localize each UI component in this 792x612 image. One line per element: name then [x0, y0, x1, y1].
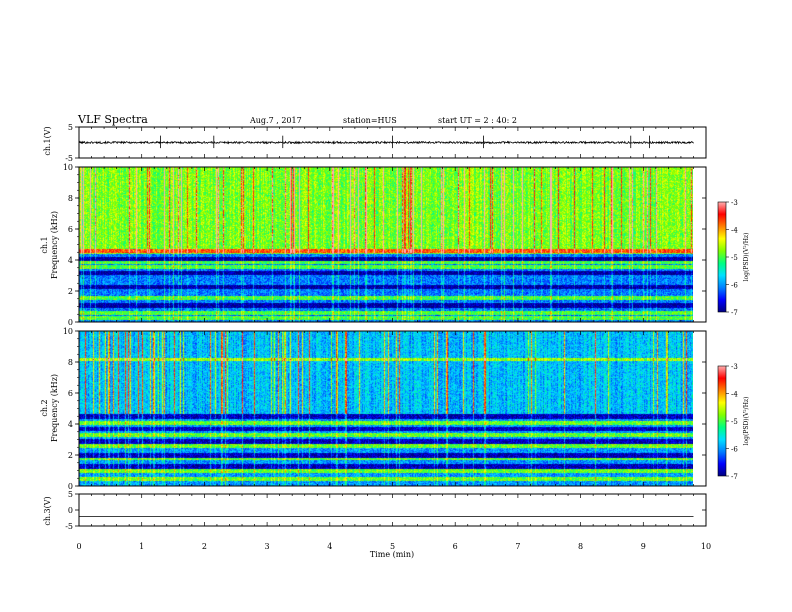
x-tick-labels: 0 1 2 3 4 5 6 7 8 9 10 [76, 542, 711, 551]
ch2-spectrogram-ytick-label: 8 [68, 358, 73, 367]
ch1-spectrogram-image [79, 167, 693, 322]
colorbar-tick-label: -6 [731, 446, 738, 454]
ch1-spectrogram-ytick-label: 8 [68, 194, 73, 203]
ch1-spectrogram-ytick-label: 2 [68, 287, 73, 296]
colorbar-label: log(PSD)(V²/Hz) [743, 397, 750, 446]
ch1-spectrogram-ytick-label: 10 [63, 163, 73, 172]
x-tick-label: 0 [76, 542, 81, 551]
x-tick-label: 5 [390, 542, 395, 551]
x-tick-label: 6 [453, 542, 458, 551]
x-tick-label: 4 [327, 542, 332, 551]
ch1-spectrogram-panel: 0 2 4 6 8 10 [63, 163, 707, 327]
colorbar-tick-label: -5 [731, 418, 738, 426]
ch2-spectrogram-image [79, 331, 693, 486]
colorbar-scale [717, 365, 727, 477]
colorbar-tick-label: -7 [731, 473, 738, 481]
colorbar-tick-label: -4 [731, 227, 738, 235]
ch2-spectrogram-panel: 0 2 4 6 8 10 [63, 327, 707, 491]
ch1-waveform-ytick-label: 5 [68, 123, 73, 132]
colorbar-tick-label: -6 [731, 282, 738, 290]
colorbar-tick-label: -3 [731, 199, 738, 207]
figure-title: VLF Spectra [77, 113, 148, 126]
ch2-spectrogram-ytick-label: 2 [68, 451, 73, 460]
colorbar-tick-label: -3 [731, 363, 738, 371]
x-tick-label: 2 [202, 542, 207, 551]
ch1-waveform-ylabel: ch.1(V) [43, 126, 52, 155]
ch1-spectrogram-ylabel-channel: ch.1 [40, 236, 49, 253]
ch3-waveform-ylabel: ch.3(V) [43, 496, 52, 525]
ch3-waveform-ytick-label: -5 [65, 522, 73, 531]
colorbar-tick-label: -4 [731, 391, 738, 399]
ch2-spectrogram-ytick-label: 10 [63, 327, 73, 336]
ch2-spectrogram-ytick-label: 0 [68, 482, 73, 491]
x-tick-label: 9 [641, 542, 646, 551]
date-label: Aug.7 , 2017 [249, 116, 302, 125]
ch1-waveform-trace [78, 140, 694, 145]
x-tick-label: 7 [515, 542, 520, 551]
ch3-waveform-panel: 5 0 -5 [65, 490, 707, 531]
ch2-colorbar: -3 -4 -5 -6 -7 log(PSD)(V²/Hz) [717, 363, 750, 481]
colorbar-tick-label: -7 [731, 309, 738, 317]
ch1-waveform-panel: 5 -5 [65, 123, 707, 163]
colorbar-scale [717, 201, 727, 313]
colorbar-tick-label: -5 [731, 254, 738, 262]
x-axis-label: Time (min) [370, 550, 414, 559]
ch3-waveform-frame [78, 493, 707, 527]
start-time-label: start UT = 2 : 40: 2 [438, 116, 517, 125]
colorbar-label: log(PSD)(V²/Hz) [743, 233, 750, 282]
ch1-spectrogram-ylabel: Frequency (kHz) [50, 211, 59, 279]
ch2-spectrogram-ytick-label: 6 [68, 389, 73, 398]
ch3-waveform-ytick-label: 0 [68, 506, 73, 515]
x-tick-label: 1 [139, 542, 144, 551]
ch3-waveform-ytick-label: 5 [68, 490, 73, 499]
ch2-spectrogram-ylabel-channel: ch.2 [40, 399, 49, 416]
ch1-spectrogram-ytick-label: 6 [68, 225, 73, 234]
station-label: station=HUS [343, 116, 397, 125]
ch2-spectrogram-ylabel: Frequency (kHz) [50, 374, 59, 442]
x-tick-label: 3 [265, 542, 270, 551]
ch1-waveform-ytick-label: -5 [65, 154, 73, 163]
ch2-spectrogram-ytick-label: 4 [68, 420, 73, 429]
x-tick-label: 10 [701, 542, 711, 551]
ch1-spectrogram-ytick-label: 4 [68, 256, 73, 265]
ch1-colorbar: -3 -4 -5 -6 -7 log(PSD)(V²/Hz) [717, 199, 750, 317]
x-tick-label: 8 [578, 542, 583, 551]
ch1-spectrogram-ytick-label: 0 [68, 318, 73, 327]
